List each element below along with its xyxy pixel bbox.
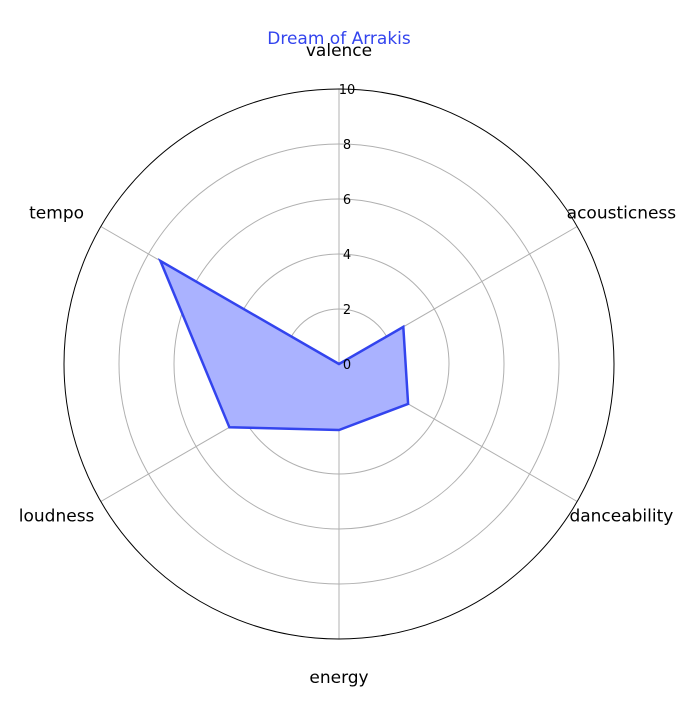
tick-label-6: 6 (343, 193, 351, 208)
axis-label-valence: valence (306, 41, 372, 61)
axis-label-danceability: danceability (569, 507, 673, 527)
tick-labels: 0 2 4 6 8 10 (339, 83, 356, 373)
tick-label-2: 2 (343, 303, 351, 318)
grid-ring-6 (173, 198, 505, 530)
grid (63, 88, 615, 640)
series-polygon-0 (157, 257, 410, 432)
data-layer (157, 257, 410, 432)
axis-label-tempo: tempo (29, 204, 84, 224)
tick-label-4: 4 (343, 248, 351, 263)
chart-title: Dream of Arrakis (267, 29, 411, 49)
axis-label-energy: energy (309, 668, 368, 688)
axis-labels: valence acousticness danceability energy lou… (19, 41, 677, 688)
axis-label-loudness: loudness (19, 507, 95, 527)
tick-label-8: 8 (343, 138, 351, 153)
grid-ring-8 (118, 143, 560, 585)
tick-label-0: 0 (343, 358, 351, 373)
tick-label-10: 10 (339, 83, 356, 98)
axis-label-acousticness: acousticness (567, 204, 677, 224)
outer-ring (63, 88, 615, 640)
